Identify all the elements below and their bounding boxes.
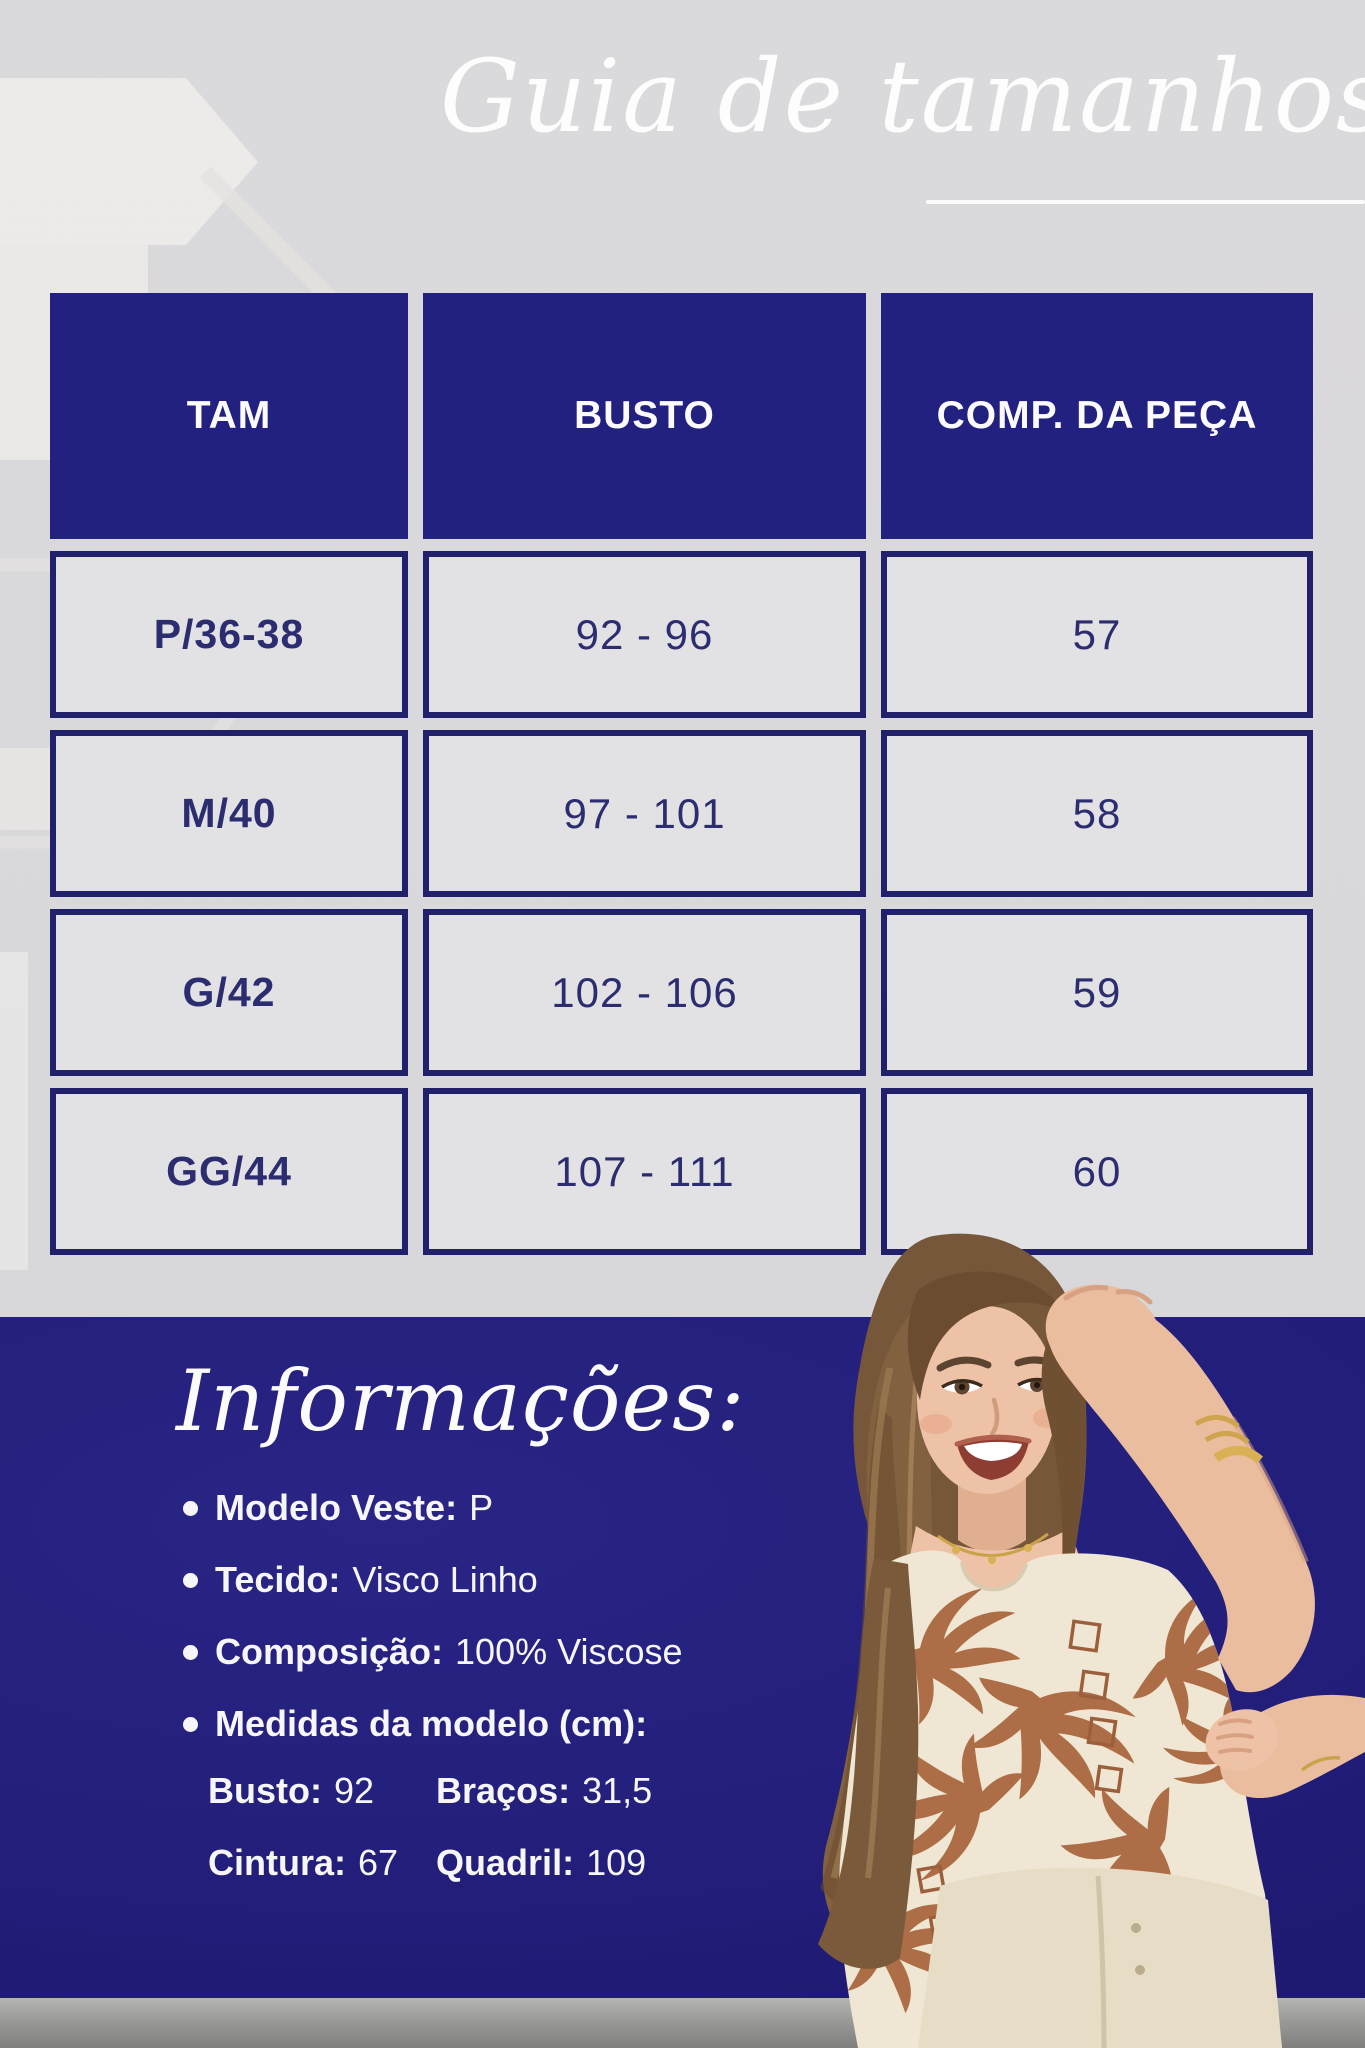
bullet-label: Composição: [215, 1631, 444, 1672]
bullet-label: Medidas da modelo (cm): [215, 1703, 648, 1744]
measure-label: Busto: [208, 1770, 322, 1811]
size-cell: G/42 [50, 909, 408, 1076]
measure-label: Quadril: [436, 1842, 575, 1883]
measure-pair: Busto: 92 [208, 1770, 374, 1812]
measure-value: 92 [333, 1770, 375, 1811]
busto-cell: 97 - 101 [423, 730, 866, 897]
page-title: Guia de tamanhos [440, 38, 1365, 155]
info-heading: Informações: [176, 1352, 746, 1450]
bullet-label: Tecido: [215, 1559, 341, 1600]
bullet-value: P [469, 1487, 494, 1528]
busto-cell: 92 - 96 [423, 551, 866, 718]
measure-value: 109 [586, 1842, 647, 1883]
header-cell-busto: BUSTO [423, 293, 866, 539]
measure-value: 31,5 [582, 1770, 653, 1811]
comp-cell: 59 [881, 909, 1313, 1076]
model-crossed-arm [1205, 1694, 1365, 1799]
model-hair-cascade [818, 1558, 919, 1969]
model-photo [818, 1233, 1365, 2048]
bullet-label: Modelo Veste: [215, 1487, 458, 1528]
measure-label: Cintura: [208, 1842, 346, 1883]
model-front-hair [907, 1271, 1086, 1648]
size-guide-table: TAM BUSTO COMP. DA PEÇA P/36-38 92 - 96 … [50, 293, 1313, 1255]
size-cell: M/40 [50, 730, 408, 897]
model-raised-arm [1045, 1284, 1315, 1693]
comp-cell: 58 [881, 730, 1313, 897]
measure-value: 67 [358, 1842, 399, 1883]
bullet-icon [183, 1716, 198, 1732]
measure-pair: Braços: 31,5 [436, 1770, 652, 1812]
title-underline [926, 200, 1365, 204]
bullet-icon [183, 1644, 198, 1660]
size-cell: P/36-38 [50, 551, 408, 718]
busto-cell: 107 - 111 [423, 1088, 866, 1255]
size-cell: GG/44 [50, 1088, 408, 1255]
header-cell-comp: COMP. DA PEÇA [881, 293, 1313, 539]
info-bullet-list: Modelo Veste: P Tecido: Visco Linho Comp… [183, 1472, 683, 1760]
necklace-icon [937, 1532, 1049, 1564]
model-face [917, 1306, 1064, 1494]
measure-pair: Quadril: 109 [436, 1842, 646, 1884]
bullet-value: 100% Viscose [455, 1631, 683, 1672]
busto-cell: 102 - 106 [423, 909, 866, 1076]
arrow-shape-icon [0, 78, 258, 245]
list-item: Tecido: Visco Linho [183, 1544, 683, 1616]
list-item: Composição: 100% Viscose [183, 1616, 683, 1688]
measures-line-2: Cintura: 67 Quadril: 109 [208, 1827, 646, 1899]
model-skirt [918, 1867, 1282, 2048]
header-cell-tam: TAM [50, 293, 408, 539]
measures-line-1: Busto: 92 Braços: 31,5 [208, 1755, 652, 1827]
list-item: Modelo Veste: P [183, 1472, 683, 1544]
bullet-value: Visco Linho [352, 1559, 538, 1600]
comp-cell: 57 [881, 551, 1313, 718]
measure-label: Braços: [436, 1770, 571, 1811]
bullet-icon [183, 1572, 198, 1588]
bullet-icon [183, 1500, 198, 1516]
list-item: Medidas da modelo (cm): [183, 1688, 683, 1760]
measure-pair: Cintura: 67 [208, 1842, 398, 1884]
comp-cell: 60 [881, 1088, 1313, 1255]
